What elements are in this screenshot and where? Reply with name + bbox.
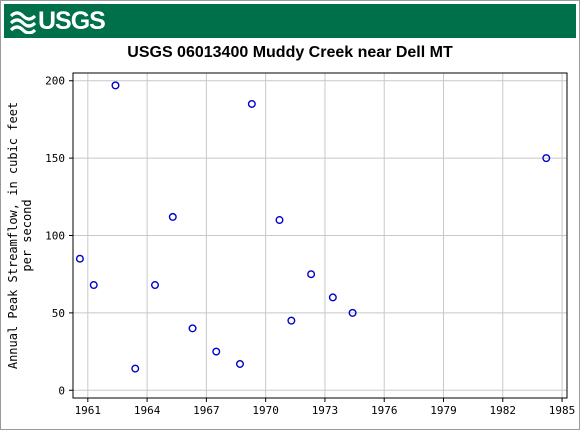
data-point [151,281,160,290]
data-point [75,254,84,263]
grid-lines [73,73,567,398]
y-axis-label: Annual Peak Streamflow, in cubic feet per… [6,102,34,369]
data-point [287,316,296,325]
usgs-logo[interactable]: USGS [10,7,106,35]
data-points [75,81,551,373]
x-tick-label: 1985 [549,404,576,417]
usgs-logo-text: USGS [38,7,106,35]
y-axis-label-line: per second [20,199,34,271]
data-point [328,293,337,302]
usgs-banner: USGS [4,4,576,38]
data-point [212,347,221,356]
y-tick-label: 0 [58,384,65,397]
x-tick-label: 1970 [252,404,279,417]
data-point [89,281,98,290]
y-tick-label: 100 [45,230,65,243]
data-point [542,154,551,163]
data-point [111,81,120,90]
x-tick-label: 1979 [430,404,457,417]
data-point [348,308,357,317]
data-point [131,364,140,373]
x-axis: 1961 1964 1967 1970 1973 1976 1979 1982 1985 [75,398,576,417]
data-point [247,99,256,108]
usgs-wave-icon [10,11,36,34]
data-point [188,324,197,333]
x-tick-label: 1961 [75,404,102,417]
x-tick-label: 1964 [134,404,161,417]
y-tick-label: 200 [45,75,65,88]
y-axis-label-line: Annual Peak Streamflow, in cubic feet [6,102,20,369]
data-point [275,216,284,225]
x-tick-label: 1976 [371,404,398,417]
chart-title: USGS 06013400 Muddy Creek near Dell MT [127,44,453,61]
y-tick-label: 50 [52,307,65,320]
data-point [235,359,244,368]
x-tick-label: 1967 [193,404,220,417]
data-point [168,212,177,221]
y-tick-label: 150 [45,152,65,165]
y-axis: 0 50 100 150 200 [45,75,73,397]
x-tick-label: 1973 [312,404,339,417]
x-tick-label: 1982 [490,404,517,417]
data-point [307,270,316,279]
